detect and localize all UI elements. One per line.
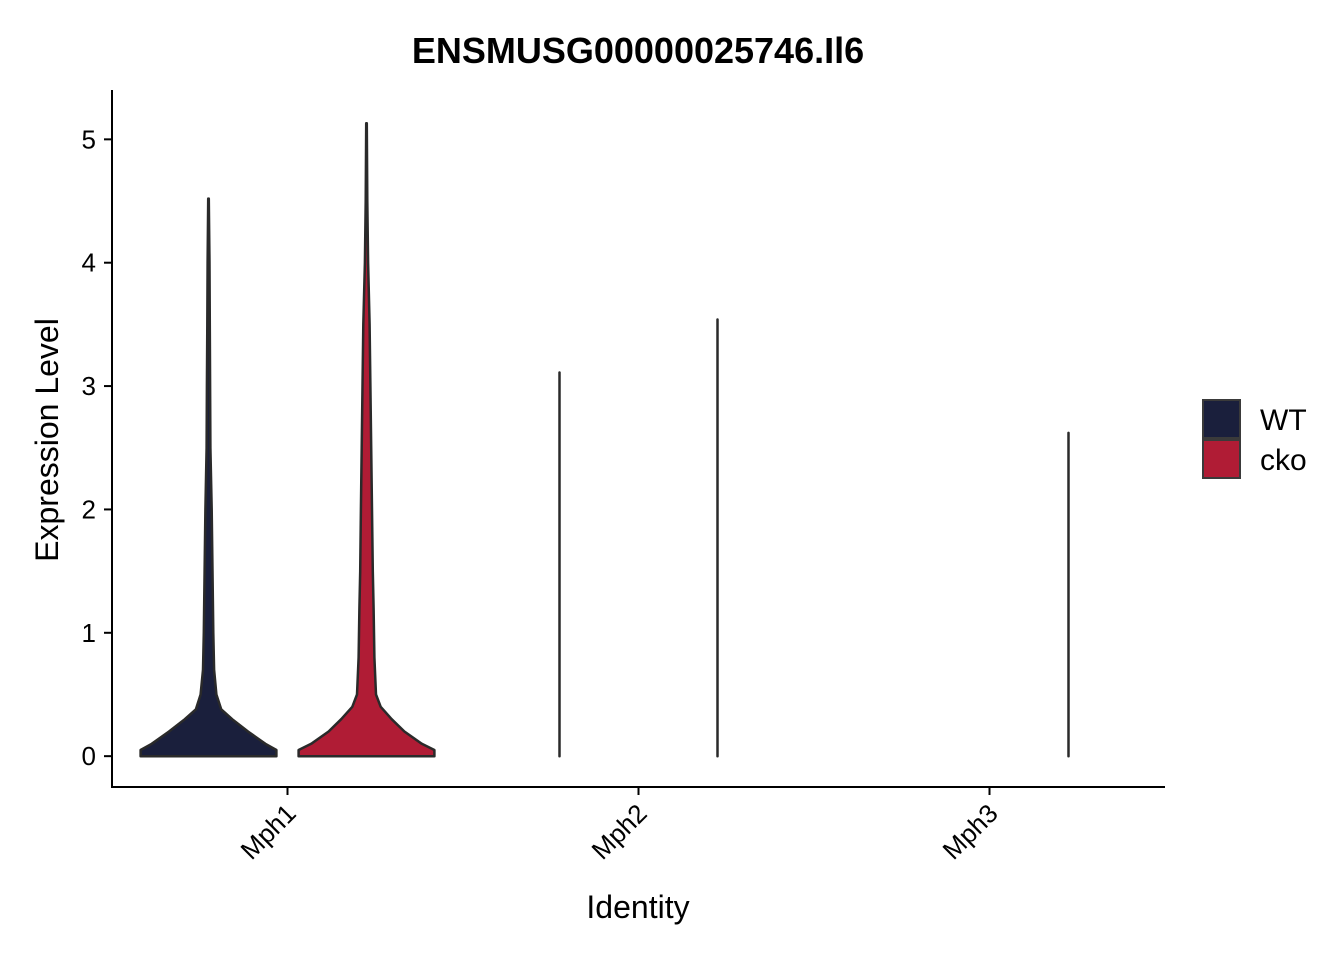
y-tick-label: 1 <box>82 618 96 648</box>
violin-cko-mph1 <box>297 122 436 758</box>
violin-wt-mph1 <box>139 197 278 758</box>
y-tick-label: 5 <box>82 124 96 154</box>
chart-title: ENSMUSG00000025746.Il6 <box>412 30 864 71</box>
legend-swatch-wt <box>1202 399 1241 439</box>
x-axis-ticks: Mph1 Mph2 Mph3 <box>235 787 1004 865</box>
legend-label-cko: cko <box>1260 444 1307 477</box>
x-tick-label: Mph1 <box>235 798 302 865</box>
legend-swatch-cko <box>1202 439 1241 479</box>
x-tick-label: Mph3 <box>937 798 1004 865</box>
y-tick-label: 3 <box>82 371 96 401</box>
y-axis-ticks: 0 1 2 3 4 5 <box>82 124 112 771</box>
y-tick-label: 2 <box>82 494 96 524</box>
y-axis-title: Expression Level <box>29 318 65 562</box>
x-axis-title: Identity <box>586 889 689 925</box>
violin-group <box>139 122 1070 758</box>
y-tick-label: 0 <box>82 741 96 771</box>
legend: WT cko <box>1202 399 1307 479</box>
legend-label-wt: WT <box>1260 404 1307 437</box>
x-tick-label: Mph2 <box>586 798 653 865</box>
y-tick-label: 4 <box>82 248 96 278</box>
